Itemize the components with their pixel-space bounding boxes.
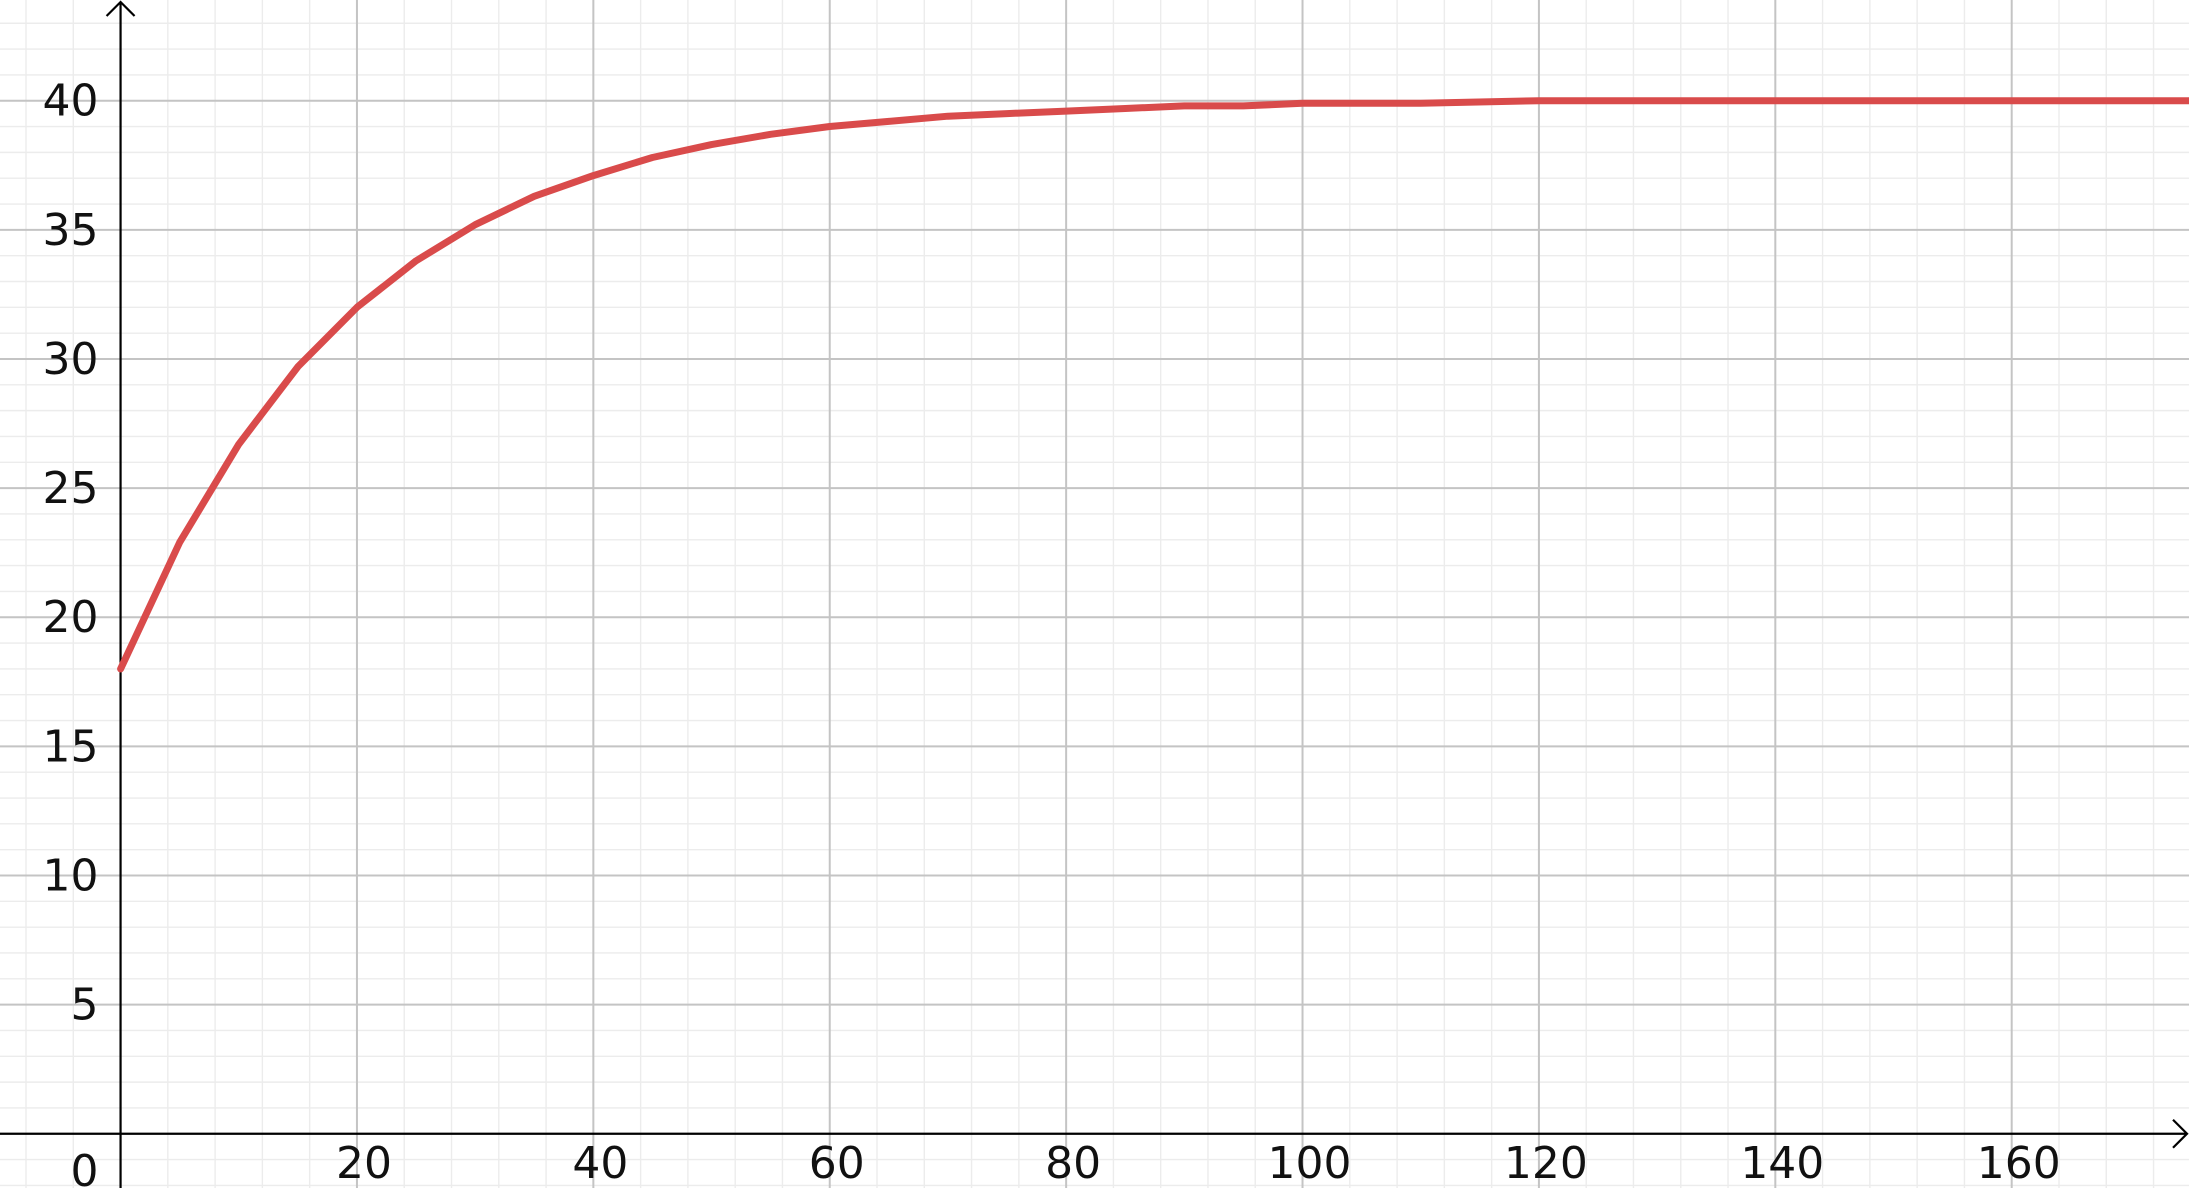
- y-tick-label: 10: [43, 851, 99, 902]
- y-axis-arrow-icon: [105, 0, 136, 17]
- x-tick-label: 80: [1045, 1138, 1101, 1188]
- x-tick-label: 60: [809, 1138, 865, 1188]
- x-tick-label: 40: [572, 1138, 628, 1188]
- y-tick-label: 40: [43, 76, 99, 127]
- y-tick-label: 35: [43, 205, 99, 256]
- y-tick-label: 5: [71, 980, 99, 1031]
- y-tick-label: 20: [43, 592, 99, 643]
- x-tick-label: 140: [1740, 1138, 1824, 1188]
- y-tick-labels: 5 10 15 20 25 30 35 40: [43, 76, 99, 1031]
- y-tick-label: 15: [43, 721, 99, 772]
- x-tick-label: 20: [336, 1138, 392, 1188]
- x-tick-label: 120: [1504, 1138, 1588, 1188]
- x-tick-label: 160: [1977, 1138, 2061, 1188]
- x-tick-label: 100: [1268, 1138, 1352, 1188]
- x-tick-labels: 20 40 60 80 100 120 140 160: [336, 1138, 2061, 1188]
- origin-label: 0: [71, 1146, 99, 1188]
- y-tick-label: 25: [43, 463, 99, 514]
- series-line-0: [117, 97, 2189, 673]
- series-layer: [117, 97, 2189, 673]
- x-axis-arrow-icon: [2172, 1118, 2189, 1149]
- y-tick-label: 30: [43, 334, 99, 385]
